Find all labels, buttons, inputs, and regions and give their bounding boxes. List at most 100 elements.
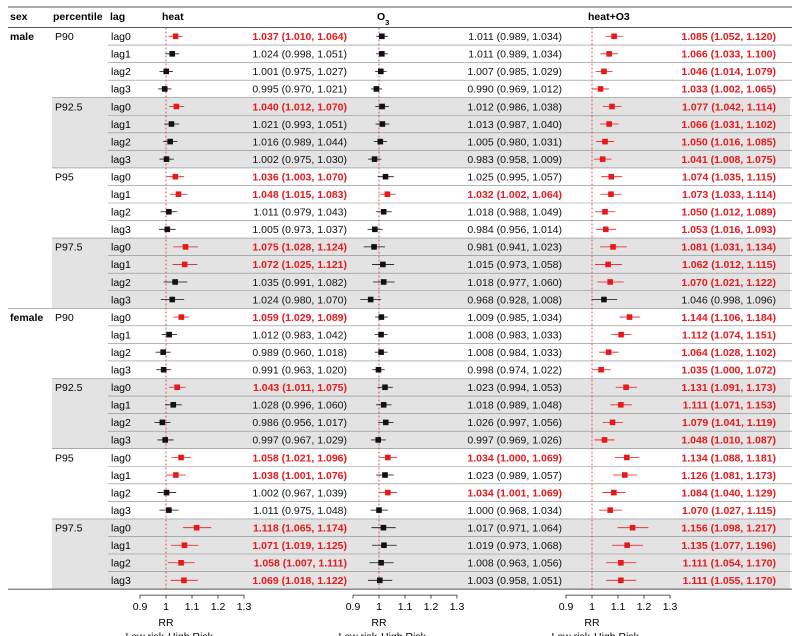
point-estimate (601, 68, 607, 75)
estimate-text: 1.041 (1.008, 1.075) (681, 154, 776, 166)
point-estimate (162, 437, 169, 443)
header-sex: sex (10, 11, 28, 23)
point-estimate (618, 559, 624, 566)
lag-label: lag0 (111, 382, 131, 394)
lag-label: lag1 (111, 119, 131, 131)
estimate-text: 1.007 (0.985, 1.029) (467, 66, 562, 78)
estimate-text: 1.032 (1.002, 1.064) (467, 189, 562, 201)
estimate-text: 1.058 (1.021, 1.096) (252, 452, 347, 464)
point-estimate (160, 349, 166, 355)
point-estimate (607, 279, 613, 285)
estimate-text: 0.984 (0.956, 1.014) (467, 224, 562, 236)
point-estimate (379, 51, 385, 57)
point-estimate (161, 86, 168, 92)
point-estimate (609, 103, 615, 110)
percentile-label: P90 (55, 312, 74, 324)
point-estimate (378, 331, 384, 338)
point-estimate (181, 261, 188, 268)
estimate-text: 1.003 (0.958, 1.051) (467, 575, 562, 587)
point-estimate (163, 68, 170, 75)
lag-label: lag1 (111, 259, 131, 271)
header-heat-o3: heat+O3 (588, 11, 630, 23)
estimate-text: 1.005 (0.973, 1.037) (252, 224, 347, 236)
estimate-text: 1.050 (1.012, 1.089) (681, 207, 776, 219)
estimate-text: 1.028 (0.996, 1.060) (252, 400, 347, 412)
lag-label: lag0 (111, 101, 131, 113)
estimate-text: 1.008 (0.963, 1.056) (467, 558, 562, 570)
lag-label: lag1 (111, 49, 131, 61)
estimate-text: 1.012 (0.983, 1.042) (252, 329, 347, 341)
point-estimate (166, 331, 172, 338)
point-estimate (380, 208, 387, 215)
estimate-text: 0.990 (0.969, 1.012) (467, 84, 562, 96)
lag-label: lag0 (111, 312, 131, 324)
x-tick-label: 1.2 (211, 601, 226, 613)
point-estimate (378, 559, 384, 566)
estimate-text: 1.072 (1.025, 1.121) (252, 259, 347, 271)
estimate-text: 1.048 (1.015, 1.083) (252, 189, 347, 201)
point-estimate (624, 454, 630, 461)
estimate-text: 1.062 (1.012, 1.115) (682, 259, 776, 271)
sex-label: male (10, 31, 34, 43)
point-estimate (181, 542, 188, 549)
point-estimate (175, 191, 182, 198)
point-estimate (380, 261, 386, 268)
estimate-text: 1.008 (0.984, 1.033) (467, 347, 562, 359)
estimate-text: 1.024 (0.998, 1.051) (252, 49, 347, 61)
estimate-text: 1.021 (0.993, 1.051) (252, 119, 347, 131)
x-tick-label: 0.9 (346, 601, 361, 613)
percentile-label: P95 (55, 452, 74, 464)
lag-label: lag2 (111, 417, 131, 429)
header-o3-subscript: 3 (385, 18, 389, 27)
estimate-text: 1.036 (1.003, 1.070) (252, 171, 347, 183)
estimate-text: 1.038 (1.001, 1.076) (252, 470, 347, 482)
estimate-text: 1.074 (1.035, 1.115) (682, 171, 776, 183)
estimate-text: 1.011 (0.989, 1.034) (468, 49, 562, 61)
point-estimate (173, 103, 180, 110)
point-estimate (178, 559, 184, 566)
estimate-text: 1.118 (1.065, 1.174) (253, 522, 347, 534)
point-estimate (618, 331, 624, 338)
estimate-text: 1.015 (0.973, 1.058) (467, 259, 562, 271)
estimate-text: 1.070 (1.027, 1.115) (682, 505, 776, 517)
lag-label: lag1 (111, 540, 131, 552)
estimate-text: 1.034 (1.001, 1.069) (467, 487, 562, 499)
point-estimate (605, 349, 612, 355)
estimate-text: 1.126 (1.081, 1.173) (681, 470, 776, 482)
point-estimate (385, 489, 391, 496)
lag-label: lag3 (111, 505, 131, 517)
estimate-text: 1.016 (0.989, 1.044) (252, 136, 347, 148)
point-estimate (382, 419, 389, 426)
point-estimate (380, 279, 387, 285)
high-risk-label: High Risk (381, 631, 427, 636)
point-estimate (159, 419, 166, 426)
high-risk-label: High Risk (168, 631, 214, 636)
point-estimate (375, 437, 382, 443)
estimate-text: 1.011 (0.989, 1.034) (468, 31, 562, 43)
point-estimate (598, 366, 604, 373)
point-estimate (378, 314, 385, 320)
point-estimate (163, 156, 170, 162)
point-estimate (382, 173, 389, 180)
x-tick-label: 1.1 (185, 601, 200, 613)
point-estimate (172, 33, 179, 40)
estimate-text: 1.111 (1.054, 1.170) (683, 558, 776, 570)
point-estimate (372, 226, 378, 233)
point-estimate (172, 173, 179, 180)
estimate-text: 1.058 (1.007, 1.111) (254, 558, 347, 570)
point-estimate (377, 138, 384, 145)
lag-label: lag0 (111, 522, 131, 534)
estimate-text: 0.968 (0.928, 1.008) (467, 294, 562, 306)
x-tick-label: 1.2 (637, 601, 652, 613)
estimate-text: 1.048 (1.010, 1.087) (681, 435, 776, 447)
point-estimate (367, 296, 374, 303)
percentile-label: P97.5 (55, 242, 83, 254)
point-estimate (605, 261, 611, 268)
point-estimate (379, 33, 385, 40)
point-estimate (381, 542, 387, 549)
low-risk-label: Low risk (551, 631, 590, 636)
point-estimate (609, 419, 616, 426)
estimate-text: 1.135 (1.077, 1.196) (681, 540, 776, 552)
point-estimate (610, 244, 616, 250)
estimate-text: 0.997 (0.969, 1.026) (467, 435, 562, 447)
